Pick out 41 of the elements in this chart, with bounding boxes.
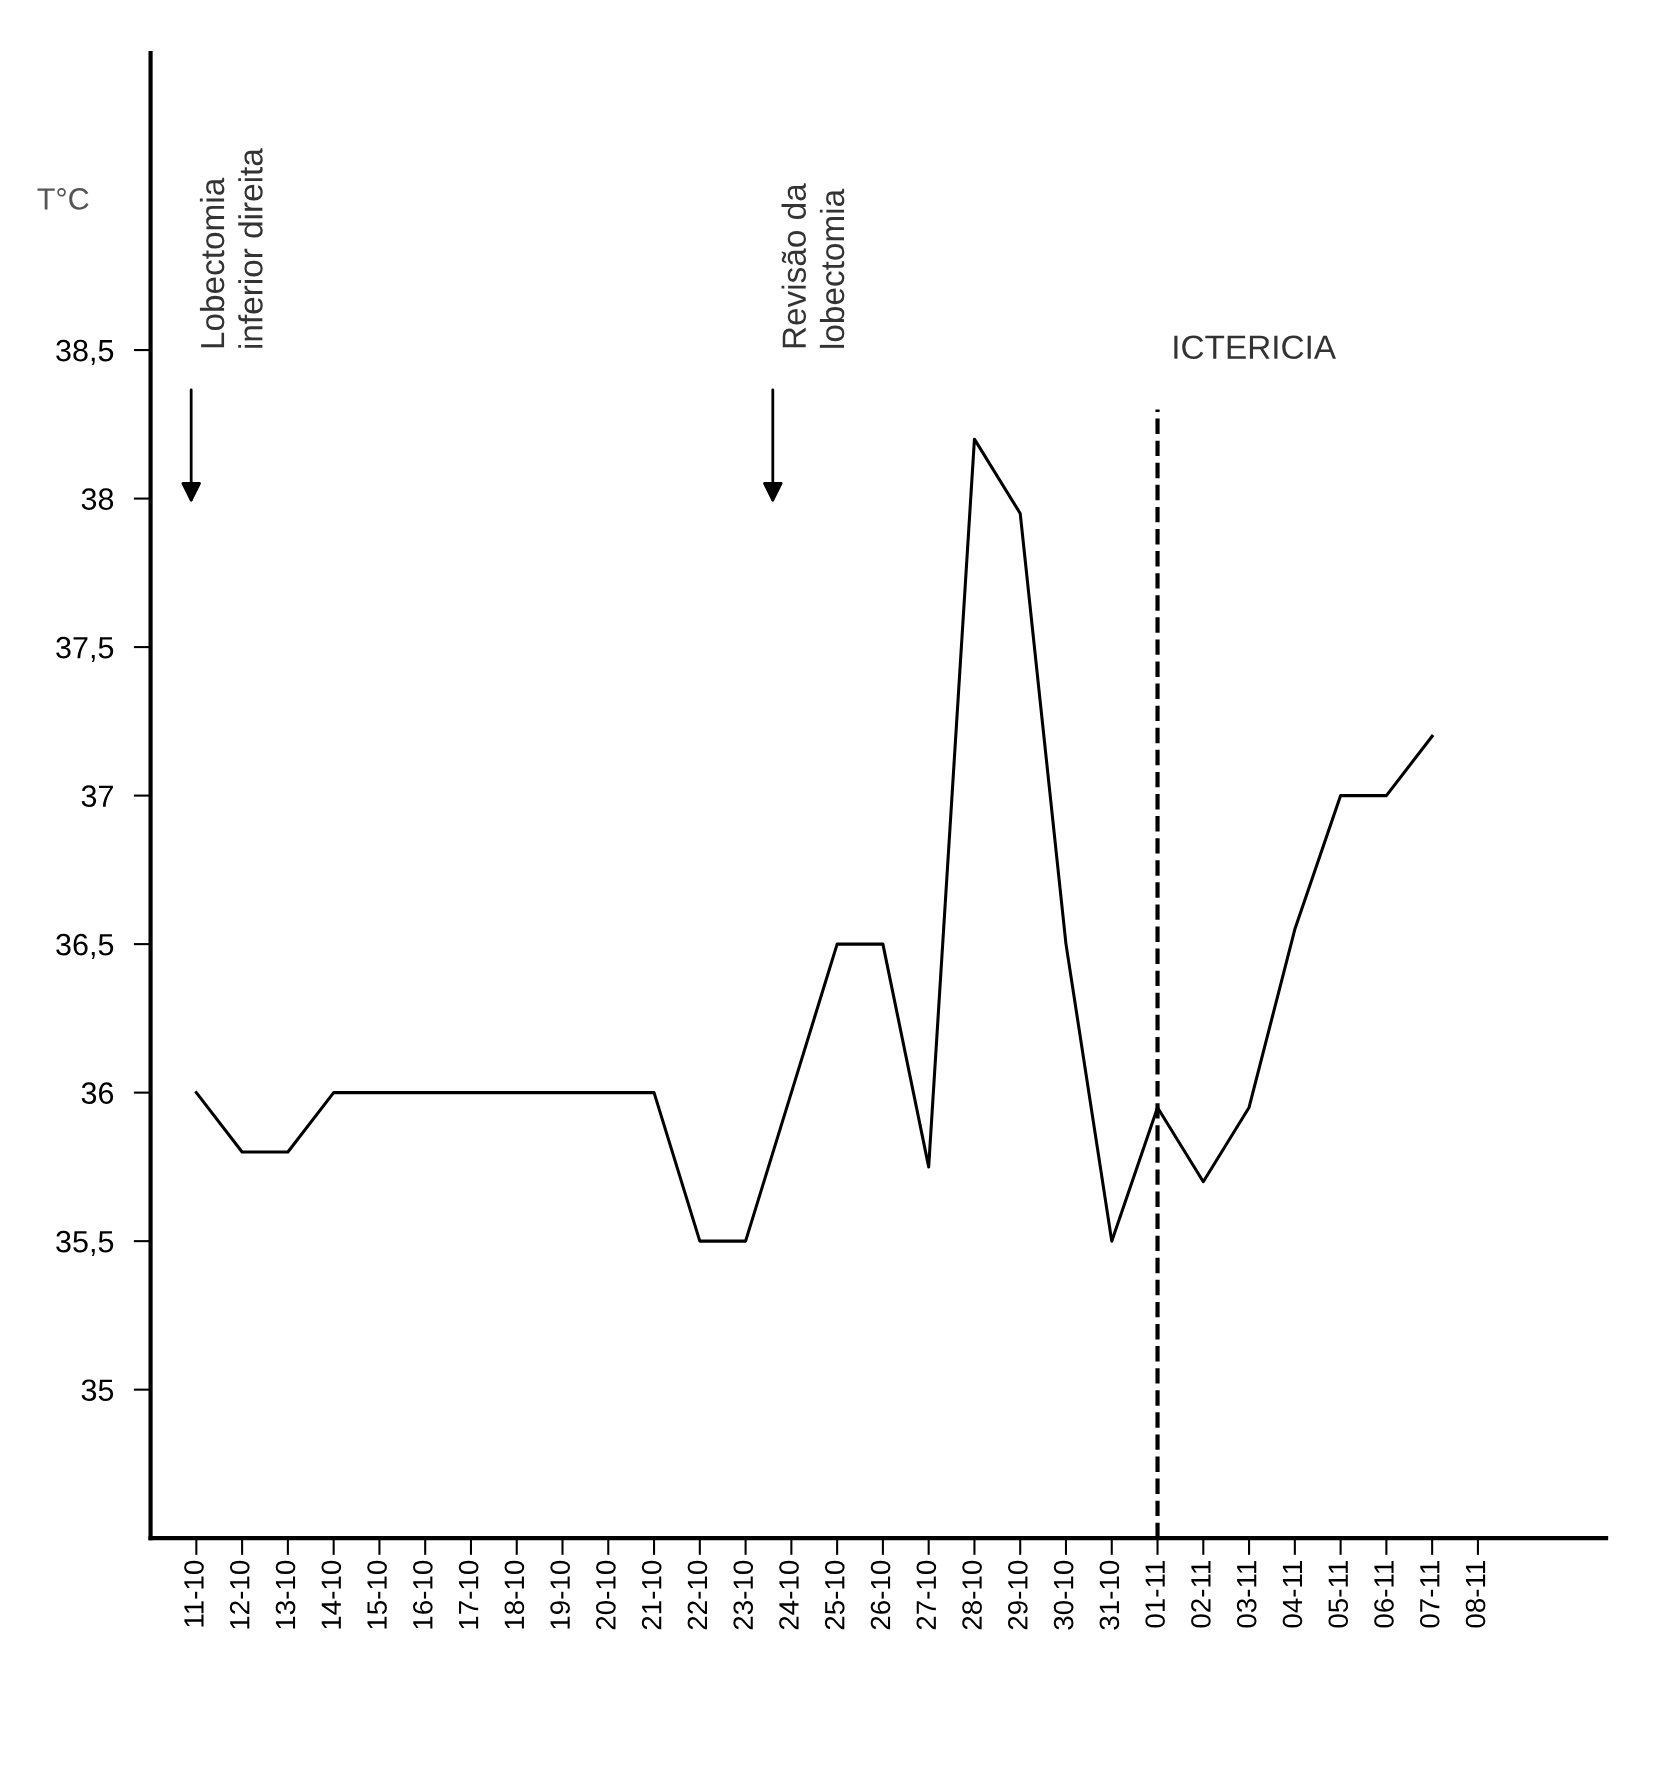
x-tick-label: 19-10 <box>550 1560 570 1629</box>
ref-line-label: ICTERICIA <box>1174 335 1337 360</box>
x-tick-label: 01-11 <box>1145 1561 1165 1628</box>
x-tick-label: 13-10 <box>275 1560 296 1629</box>
x-tick-label: 14-10 <box>321 1560 342 1629</box>
x-tick-label: 30-10 <box>1053 1560 1074 1630</box>
x-tick-label: 22-10 <box>687 1560 708 1630</box>
y-axis-title: T°C <box>37 188 89 210</box>
x-tick-label: 31-10 <box>1099 1560 1120 1630</box>
x-tick-label: 06-11 <box>1374 1561 1394 1628</box>
x-tick-label: 17-10 <box>458 1560 479 1629</box>
x-tick-label: 02-11 <box>1191 1561 1211 1628</box>
y-tick-label: 36,5 <box>56 933 114 960</box>
x-tick-label: 21-10 <box>641 1560 662 1630</box>
x-tick-label: 25-10 <box>824 1560 845 1630</box>
x-tick-label: 16-10 <box>412 1560 433 1629</box>
x-tick-label: 29-10 <box>1008 1560 1028 1630</box>
y-tick-label: 37 <box>81 785 113 807</box>
x-tick-label: 05-11 <box>1328 1561 1349 1628</box>
y-tick-label: 37,5 <box>56 636 114 663</box>
x-tick-label: 18-10 <box>504 1560 525 1629</box>
x-tick-label: 26-10 <box>870 1560 891 1630</box>
y-tick-label: 38,5 <box>56 339 114 366</box>
x-tick-label: 11-10 <box>184 1560 204 1627</box>
x-tick-label: 23-10 <box>733 1560 754 1630</box>
x-tick-label: 03-11 <box>1236 1561 1257 1628</box>
x-tick-label: 04-11 <box>1282 1561 1303 1628</box>
y-tick-label: 35,5 <box>56 1230 114 1257</box>
y-tick-label: 35 <box>81 1379 114 1402</box>
x-tick-label: 24-10 <box>779 1560 799 1630</box>
annotation: Lobectomia inferior direita <box>199 148 263 348</box>
x-tick-label: 27-10 <box>916 1560 937 1630</box>
x-tick-label: 15-10 <box>367 1560 387 1629</box>
x-tick-label: 07-11 <box>1419 1561 1440 1628</box>
x-tick-label: 20-10 <box>596 1560 616 1630</box>
y-tick-label: 36 <box>81 1082 114 1104</box>
x-tick-label: 12-10 <box>229 1560 250 1629</box>
annotation: Revisão da lobectomia <box>781 183 845 348</box>
y-tick-label: 38 <box>81 488 114 510</box>
x-tick-label: 28-10 <box>962 1560 982 1630</box>
x-tick-label: 08-11 <box>1465 1561 1486 1628</box>
